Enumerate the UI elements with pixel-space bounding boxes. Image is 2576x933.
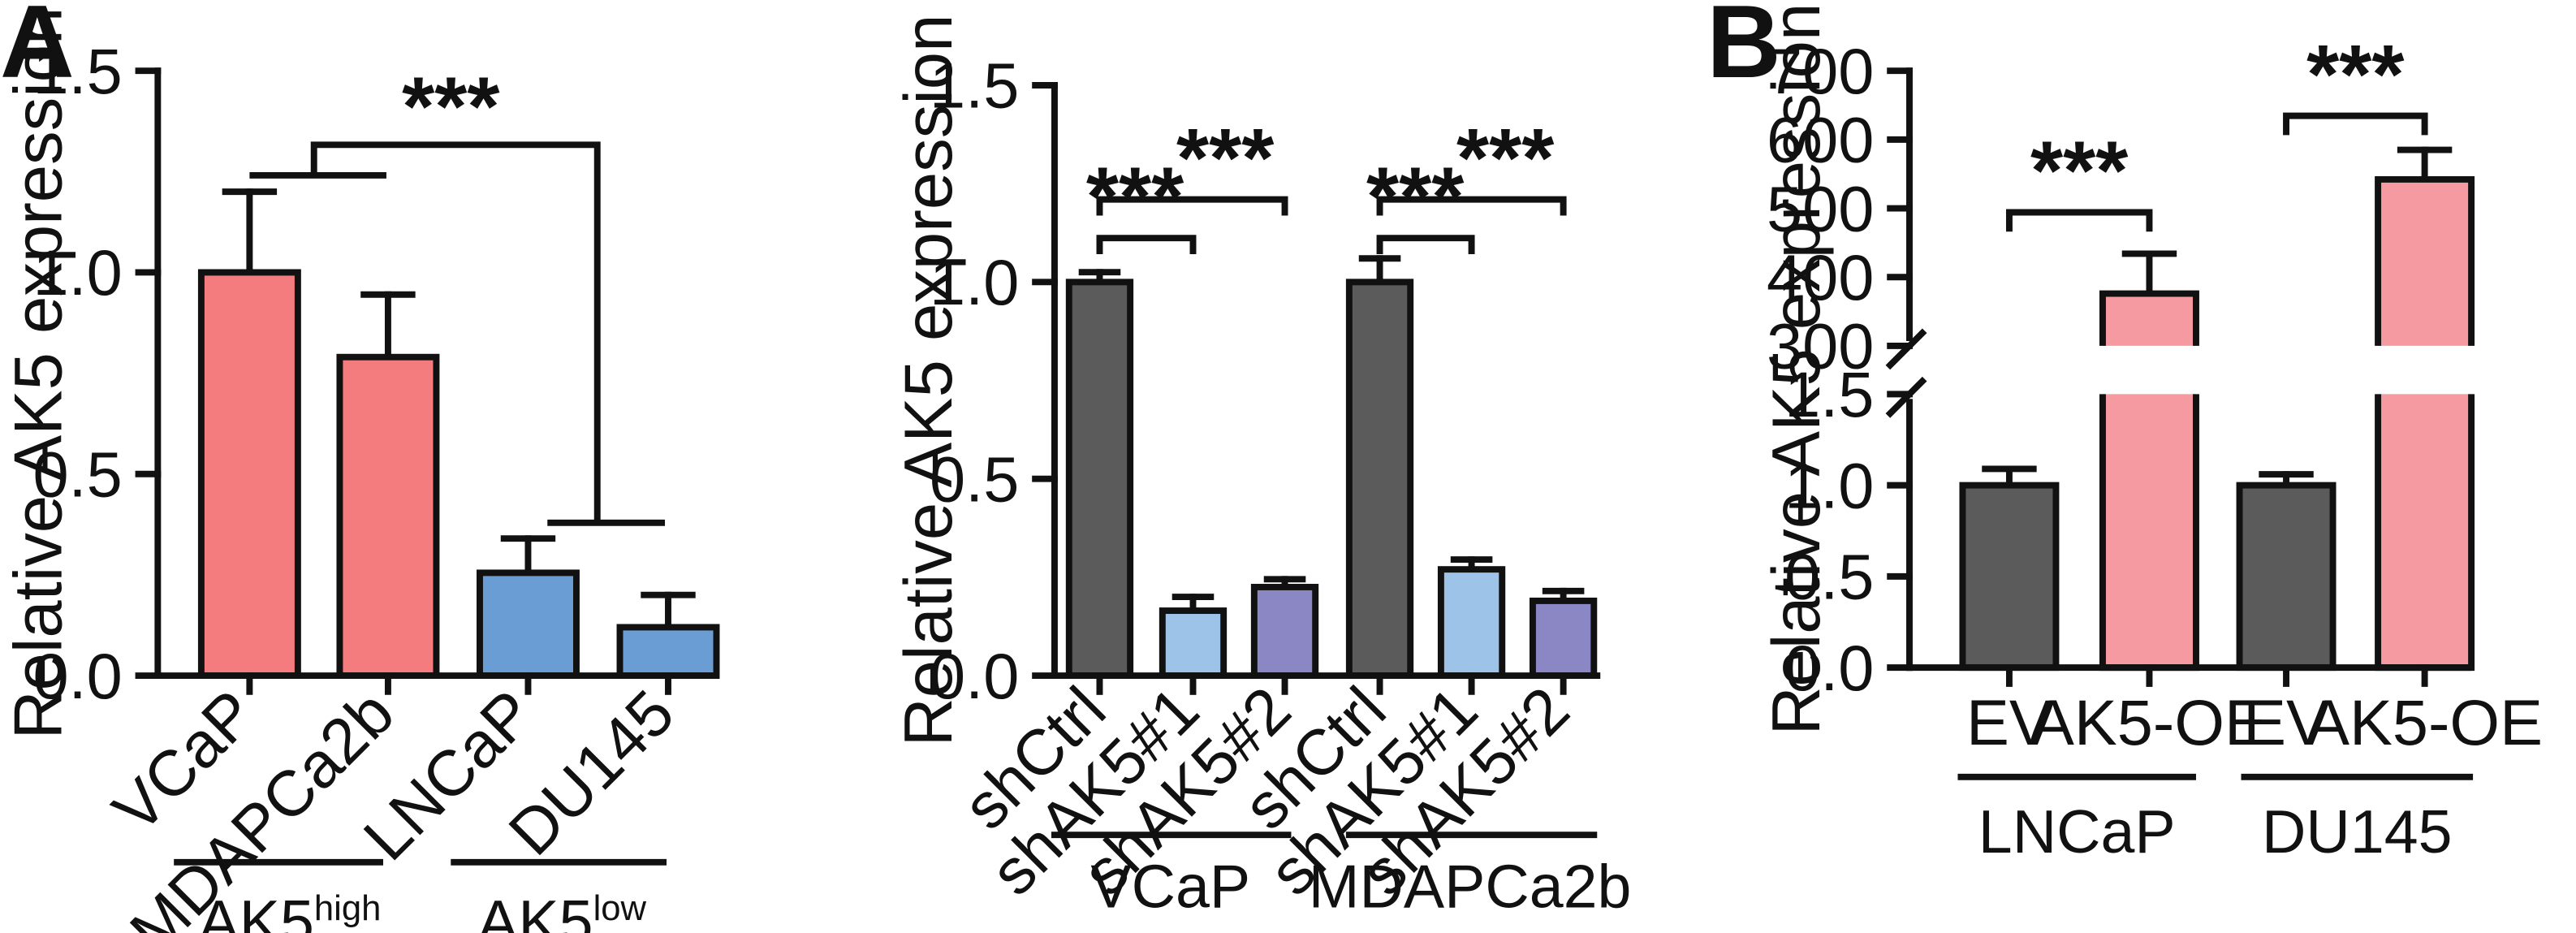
bar-break-gap (2373, 348, 2477, 391)
y-tick-label: 0.0 (32, 640, 122, 712)
y-tick-label: 0.5 (32, 438, 122, 511)
sig-bracket (2005, 209, 2153, 232)
y-tick-label: 1.5 (1784, 358, 1874, 430)
bar (2375, 176, 2475, 346)
y-tick-label: 1.5 (32, 35, 122, 107)
y-tick-label: 0.0 (1784, 632, 1874, 704)
y-tick-label: 700 (1767, 35, 1874, 107)
sig-stars: *** (2030, 124, 2128, 218)
bar (1345, 279, 1414, 679)
sig-stars: *** (1176, 111, 1274, 205)
x-tick-label: EV (2243, 686, 2329, 758)
y-axis-label: Relative AK5 expression (891, 15, 966, 747)
bar (1529, 597, 1598, 679)
y-tick-label: 1.0 (1784, 449, 1874, 521)
bar (1065, 279, 1134, 679)
panel-letter-b: B (1707, 0, 1781, 99)
sig-stars: *** (2306, 28, 2404, 121)
sig-bracket (1096, 196, 1288, 216)
y-tick-label: 600 (1767, 104, 1874, 176)
group-label: VCaP (1090, 852, 1250, 920)
y-tick-label: 0.0 (930, 640, 1019, 712)
group-label: MDAPCa2b (1309, 852, 1632, 920)
y-tick-label: 0.5 (1784, 541, 1874, 613)
y-tick-label: 400 (1767, 241, 1874, 313)
group-label-sup: low (593, 889, 647, 928)
sig-stars: *** (1456, 111, 1554, 205)
bar (1250, 584, 1319, 679)
sig-bracket (1376, 196, 1567, 216)
y-axis-label: Relative AK5 expression (0, 7, 76, 740)
group-label: LNCaP (1978, 797, 2176, 866)
bar (336, 353, 440, 679)
group-label: AK5high (199, 888, 382, 933)
y-tick-label: 500 (1767, 172, 1874, 244)
sig-stars: *** (402, 59, 499, 153)
group-label: DU145 (2262, 797, 2453, 866)
group-label: AK5low (477, 888, 646, 933)
bar (1959, 482, 2060, 672)
group-label-sup: high (314, 889, 381, 928)
bar (2099, 290, 2199, 346)
bar-lower-segment (2375, 394, 2475, 672)
bar (2236, 482, 2337, 672)
sig-bracket (2283, 112, 2428, 136)
sig-bracket (1096, 235, 1197, 255)
y-tick-label: 300 (1767, 310, 1874, 382)
bar (477, 569, 580, 679)
x-tick-label: EV (1966, 686, 2052, 758)
sig-bracket (1376, 235, 1475, 255)
bar-lower-segment (2099, 394, 2199, 672)
x-tick-label: AK5-OE (2031, 686, 2267, 758)
sig-bracket-connector (310, 141, 601, 523)
x-tick-label: AK5-OE (2306, 686, 2543, 758)
y-tick-label: 0.5 (930, 443, 1019, 515)
bar (616, 624, 720, 679)
bar-break-gap (2098, 348, 2201, 391)
y-tick-label: 1.5 (930, 50, 1019, 122)
panel-letter-a: A (0, 0, 75, 99)
y-axis-label: Relative AK5 expression (1758, 3, 1834, 736)
y-tick-label: 1.0 (930, 246, 1019, 318)
bar (1159, 607, 1228, 679)
y-tick-label: 1.0 (32, 236, 122, 309)
bar (1437, 566, 1506, 679)
bar (197, 269, 301, 679)
